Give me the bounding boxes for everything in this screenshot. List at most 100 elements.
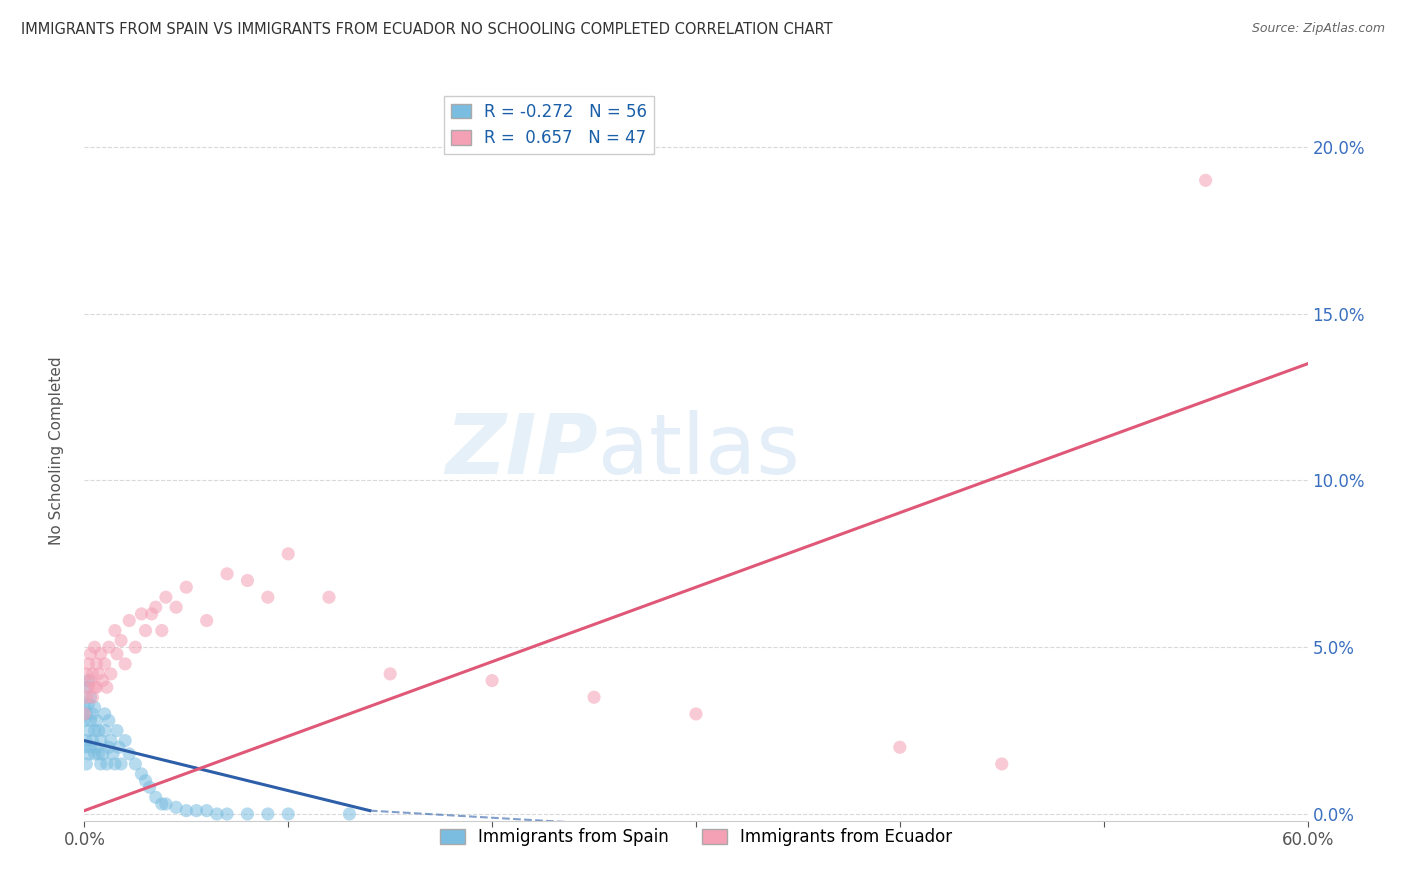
Point (217, 807, 239, 822)
Point (135, 624, 157, 638)
Point (165, 600, 187, 615)
Point (124, 640, 146, 655)
Point (75, 666, 97, 681)
Point (77, 673, 100, 688)
Point (75, 706, 97, 721)
Point (83, 640, 105, 655)
Point (93, 706, 115, 721)
Point (145, 600, 167, 615)
Point (93, 723, 115, 738)
Point (186, 804, 208, 818)
Y-axis label: No Schooling Completed: No Schooling Completed (49, 356, 63, 545)
Point (87, 747, 110, 761)
Point (86, 657, 108, 671)
Point (318, 591, 340, 605)
Point (380, 666, 402, 681)
Point (96, 756, 118, 771)
Point (79, 647, 101, 661)
Point (105, 723, 128, 738)
Point (236, 807, 259, 822)
Point (195, 614, 218, 628)
Point (83, 723, 105, 738)
Point (991, 756, 1014, 771)
Point (82, 733, 104, 747)
Point (131, 767, 153, 781)
Point (91, 747, 114, 761)
Point (257, 807, 280, 822)
Point (83, 747, 105, 761)
Text: atlas: atlas (598, 410, 800, 491)
Point (82, 666, 104, 681)
Point (97, 740, 120, 755)
Point (583, 690, 606, 705)
Point (73, 740, 96, 755)
Point (150, 797, 173, 811)
Legend: Immigrants from Spain, Immigrants from Ecuador: Immigrants from Spain, Immigrants from E… (433, 822, 959, 853)
Point (75, 680, 97, 694)
Point (205, 807, 228, 822)
Point (277, 547, 299, 561)
Point (79, 740, 101, 755)
Point (77, 697, 100, 711)
Point (118, 747, 141, 761)
Point (82, 706, 104, 721)
Point (1195, 173, 1218, 187)
Point (110, 756, 132, 771)
Point (138, 780, 160, 795)
Point (131, 607, 153, 621)
Point (174, 580, 197, 594)
Point (685, 706, 707, 721)
Point (83, 700, 105, 714)
Point (79, 714, 101, 728)
Point (100, 733, 122, 747)
Point (150, 624, 173, 638)
Point (97, 714, 120, 728)
Point (77, 680, 100, 694)
Point (236, 574, 259, 588)
Point (87, 723, 110, 738)
Point (82, 690, 104, 705)
Point (90, 756, 112, 771)
Point (889, 740, 911, 755)
Text: ZIP: ZIP (446, 410, 598, 491)
Point (91, 673, 114, 688)
Point (75, 690, 97, 705)
Point (110, 633, 132, 648)
Text: Source: ZipAtlas.com: Source: ZipAtlas.com (1251, 22, 1385, 36)
Point (145, 790, 167, 805)
Point (104, 756, 127, 771)
Point (79, 690, 101, 705)
Point (101, 747, 124, 761)
Point (155, 591, 177, 605)
Point (174, 804, 197, 818)
Point (73, 706, 96, 721)
Point (195, 804, 218, 818)
Point (141, 607, 163, 621)
Point (87, 666, 110, 681)
Point (135, 773, 157, 788)
Point (90, 647, 112, 661)
Point (114, 657, 136, 671)
Text: IMMIGRANTS FROM SPAIN VS IMMIGRANTS FROM ECUADOR NO SCHOOLING COMPLETED CORRELAT: IMMIGRANTS FROM SPAIN VS IMMIGRANTS FROM… (21, 22, 832, 37)
Point (77, 747, 100, 761)
Point (257, 591, 280, 605)
Point (124, 756, 146, 771)
Point (83, 680, 105, 694)
Point (104, 624, 127, 638)
Point (73, 714, 96, 728)
Point (97, 640, 120, 655)
Point (77, 657, 100, 671)
Point (114, 733, 136, 747)
Point (86, 680, 108, 694)
Point (118, 614, 141, 628)
Point (90, 733, 112, 747)
Point (108, 740, 131, 755)
Point (96, 680, 118, 694)
Point (339, 807, 361, 822)
Point (86, 714, 108, 728)
Point (79, 673, 101, 688)
Point (217, 566, 239, 581)
Point (155, 797, 177, 811)
Point (77, 723, 100, 738)
Point (75, 756, 97, 771)
